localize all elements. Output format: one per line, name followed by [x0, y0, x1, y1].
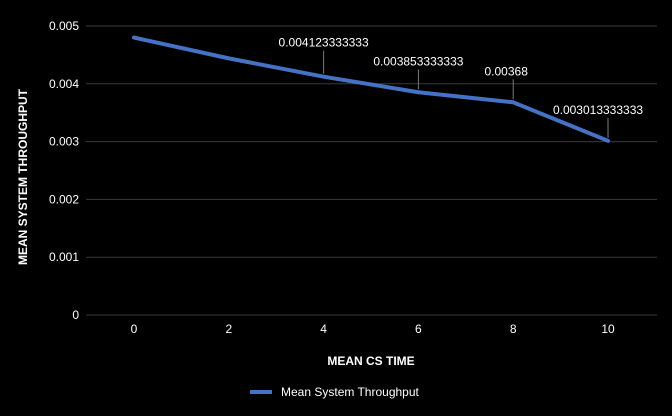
series-line [132, 35, 610, 143]
y-tick-label: 0 [72, 308, 79, 322]
x-axis-title: MEAN CS TIME [327, 354, 414, 368]
y-tick-label: 0.004 [49, 77, 79, 91]
data-label: 0.003853333333 [373, 54, 463, 68]
data-labels: 0.004123333333 0.003853333333 0.00368 0.003… [279, 36, 643, 138]
legend-label: Mean System Throughput [281, 385, 420, 399]
x-tick-label: 10 [601, 322, 615, 336]
series-layer [132, 35, 610, 143]
x-axis-ticks: 0 2 4 6 8 10 [131, 322, 615, 336]
data-label: 0.003013333333 [553, 103, 643, 117]
x-tick-label: 8 [510, 322, 517, 336]
x-tick-label: 2 [225, 322, 232, 336]
gridlines [86, 25, 657, 316]
data-label: 0.00368 [485, 64, 529, 78]
y-axis-ticks: 0 0.001 0.002 0.003 0.004 0.005 [49, 19, 79, 322]
y-axis-title: MEAN SYSTEM THROUGHPUT [16, 88, 30, 265]
y-tick-label: 0.003 [49, 135, 79, 149]
legend: Mean System Throughput [250, 385, 420, 399]
x-tick-label: 0 [131, 322, 138, 336]
x-tick-label: 6 [415, 322, 422, 336]
data-label: 0.004123333333 [279, 36, 369, 50]
y-tick-label: 0.001 [49, 250, 79, 264]
y-tick-label: 0.002 [49, 192, 79, 206]
y-tick-label: 0.005 [49, 19, 79, 33]
x-tick-label: 4 [320, 322, 327, 336]
